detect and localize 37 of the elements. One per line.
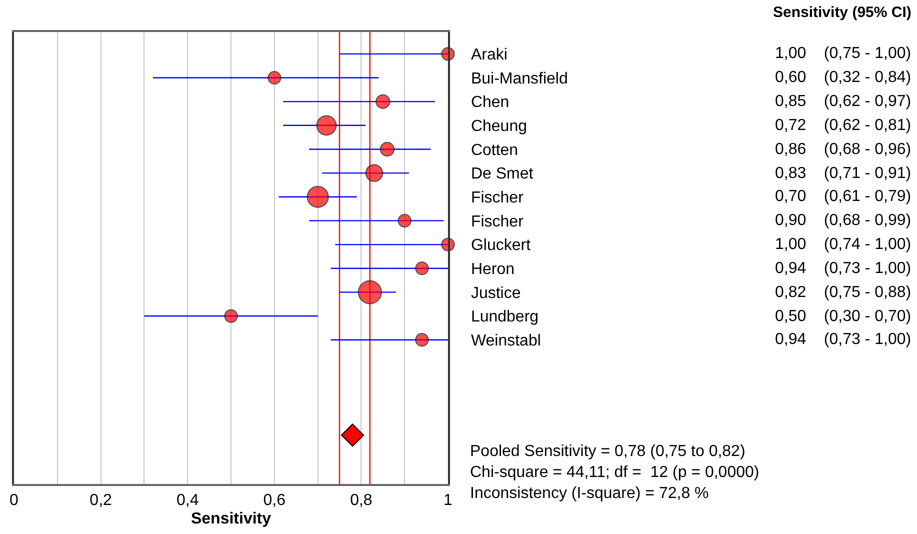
y-tick-label: Justice xyxy=(470,284,521,302)
x-tick-label: 0,4 xyxy=(176,492,199,510)
data-label: 0,60 (0,32 - 0,84) xyxy=(775,69,912,86)
data-label: 0,82 (0,75 - 0,88) xyxy=(775,284,912,301)
data-label: 1,00 (0,74 - 1,00) xyxy=(775,236,912,253)
data-label: 0,94 (0,73 - 1,00) xyxy=(775,331,912,348)
y-tick-label: Weinstabl xyxy=(470,332,541,350)
data-label: 0,86 (0,68 - 0,96) xyxy=(775,141,912,158)
y-tick-label: Chen xyxy=(470,94,510,112)
y-tick-label: Cheung xyxy=(470,118,527,135)
y-tick-label: Araki xyxy=(470,46,508,64)
data-label: 0,70 (0,61 - 0,79) xyxy=(775,188,912,205)
x-tick-label: 0 xyxy=(10,492,19,510)
y-tick-label: Cotten xyxy=(470,142,518,159)
text: Chi-square = 44,11; df = 12 (p = 0,0000) xyxy=(470,464,760,481)
y-tick-label: Fischer xyxy=(470,189,524,206)
y-tick-label: Lundberg xyxy=(470,308,539,326)
x-tick-label: 1 xyxy=(444,492,453,510)
data-label: 0,83 (0,71 - 0,91) xyxy=(775,165,912,182)
data-label: 0,94 (0,73 - 1,00) xyxy=(775,260,912,277)
text: Sensitivity (95% CI) xyxy=(773,4,912,21)
y-tick-label: Bui-Mansfield xyxy=(470,70,568,88)
data-label: 0,72 (0,62 - 0,81) xyxy=(775,117,912,134)
x-tick-label: 0,8 xyxy=(350,492,372,510)
y-tick-label: Gluckert xyxy=(470,237,532,254)
y-tick-label: Heron xyxy=(470,260,515,278)
data-label: 1,00 (0,75 - 1,00) xyxy=(775,45,912,62)
data-label: 0,85 (0,62 - 0,97) xyxy=(775,93,912,110)
y-tick-label: Fischer xyxy=(470,213,524,230)
data-label: 0,90 (0,68 - 0,99) xyxy=(775,212,912,229)
text: Inconsistency (I-square) = 72,8 % xyxy=(470,485,709,502)
y-tick-label: De Smet xyxy=(470,166,534,183)
data-label: 0,50 (0,30 - 0,70) xyxy=(775,308,912,325)
x-axis-title: Sensitivity xyxy=(190,510,272,528)
x-tick-label: 0,6 xyxy=(263,492,286,510)
text: Pooled Sensitivity = 0,78 (0,75 to 0,82) xyxy=(470,443,746,460)
x-tick-label: 0,2 xyxy=(90,492,112,510)
